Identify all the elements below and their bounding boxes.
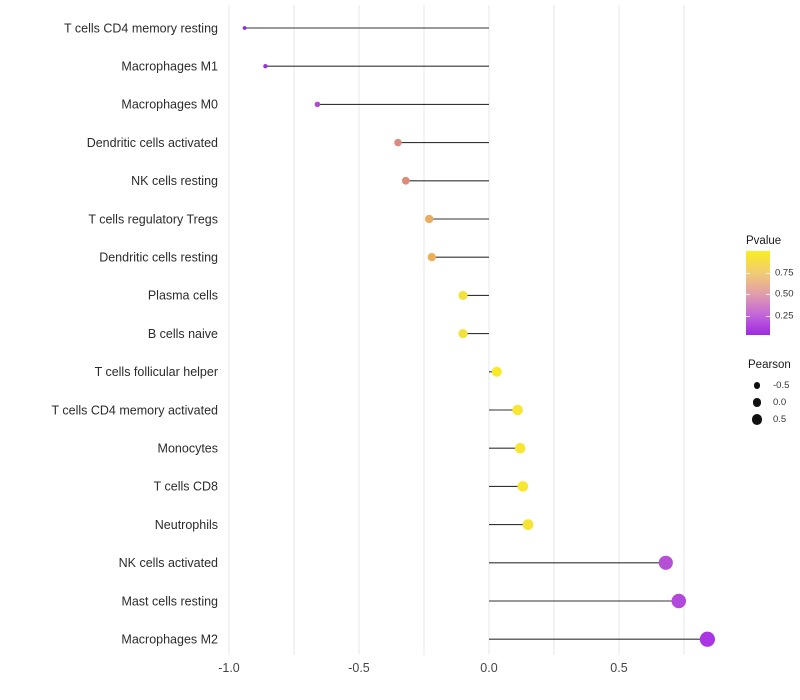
pearson-dot-wrap xyxy=(748,382,766,389)
lollipop-dot xyxy=(263,64,268,69)
category-label: Dendritic cells activated xyxy=(87,136,218,150)
category-label: Plasma cells xyxy=(148,289,218,303)
category-label: T cells regulatory Tregs xyxy=(88,212,218,226)
category-label: Macrophages M0 xyxy=(121,98,218,112)
pvalue-tick-mark xyxy=(766,273,770,274)
lollipop-dot xyxy=(394,138,402,147)
lollipop-dot xyxy=(658,555,673,570)
pvalue-tick-label: 0.50 xyxy=(775,288,794,300)
pvalue-legend: Pvalue 0.75 0.50 0.25 xyxy=(746,234,800,335)
category-label: T cells CD8 xyxy=(154,480,218,494)
lollipop-dot xyxy=(427,253,436,262)
category-label: Dendritic cells resting xyxy=(99,251,218,265)
pearson-dot-wrap xyxy=(748,414,766,425)
x-tick-label: -1.0 xyxy=(218,661,240,675)
pvalue-tick-mark xyxy=(746,316,750,317)
lollipop-dot xyxy=(491,366,502,377)
lollipop-dot xyxy=(425,214,434,224)
pvalue-tick-mark xyxy=(746,294,750,295)
pearson-legend-rows: -0.5 0.0 0.5 xyxy=(748,377,800,428)
pearson-legend-title: Pearson xyxy=(748,359,791,371)
category-label: Macrophages M2 xyxy=(121,633,218,647)
pvalue-legend-title: Pvalue xyxy=(746,235,782,247)
category-label: NK cells resting xyxy=(131,174,218,188)
lollipop-dot xyxy=(401,176,410,185)
lollipop-dot xyxy=(699,631,715,647)
lollipop-dot xyxy=(512,404,523,416)
pvalue-tick-mark xyxy=(766,294,770,295)
lollipop-dot xyxy=(522,519,534,530)
pvalue-tick-mark xyxy=(746,273,750,274)
x-tick-label: 0.0 xyxy=(480,661,497,675)
pearson-legend-label: 0.5 xyxy=(773,414,787,425)
x-tick-label: 0.5 xyxy=(610,661,627,675)
x-tick-label: -0.5 xyxy=(348,661,370,675)
lollipop-dot xyxy=(458,329,468,339)
lollipop-dot xyxy=(514,442,526,454)
pearson-legend-item: 0.0 xyxy=(748,394,800,411)
category-label: T cells CD4 memory resting xyxy=(64,21,218,35)
pvalue-tick-label: 0.25 xyxy=(775,310,794,322)
pearson-legend-label: 0.0 xyxy=(773,397,787,408)
lollipop-dot xyxy=(517,481,529,492)
category-label: Macrophages M1 xyxy=(121,60,218,74)
pearson-legend-item: 0.5 xyxy=(748,411,800,428)
category-label: Neutrophils xyxy=(155,518,218,532)
category-label: T cells CD4 memory activated xyxy=(52,403,219,417)
pvalue-tick-mark xyxy=(766,316,770,317)
category-label: Monocytes xyxy=(158,442,218,456)
lollipop-dot xyxy=(671,593,687,609)
lollipop-dot xyxy=(314,101,321,108)
pearson-dot-wrap xyxy=(748,398,766,407)
category-label: NK cells activated xyxy=(119,556,218,570)
pearson-legend-label: -0.5 xyxy=(773,380,790,391)
pearson-legend-item: -0.5 xyxy=(748,377,800,394)
pvalue-tick-label: 0.75 xyxy=(775,267,794,279)
lollipop-dot xyxy=(458,290,468,300)
category-label: Mast cells resting xyxy=(121,594,218,608)
pearson-legend: Pearson -0.5 0.0 0.5 xyxy=(748,358,800,428)
lollipop-dot xyxy=(242,26,247,30)
category-label: T cells follicular helper xyxy=(95,365,218,379)
pearson-legend-dot xyxy=(751,414,763,425)
pvalue-gradient-bar: 0.75 0.50 0.25 xyxy=(746,251,794,335)
pearson-legend-dot xyxy=(752,398,762,407)
pearson-legend-dot xyxy=(753,382,761,389)
category-label: B cells naive xyxy=(148,327,218,341)
